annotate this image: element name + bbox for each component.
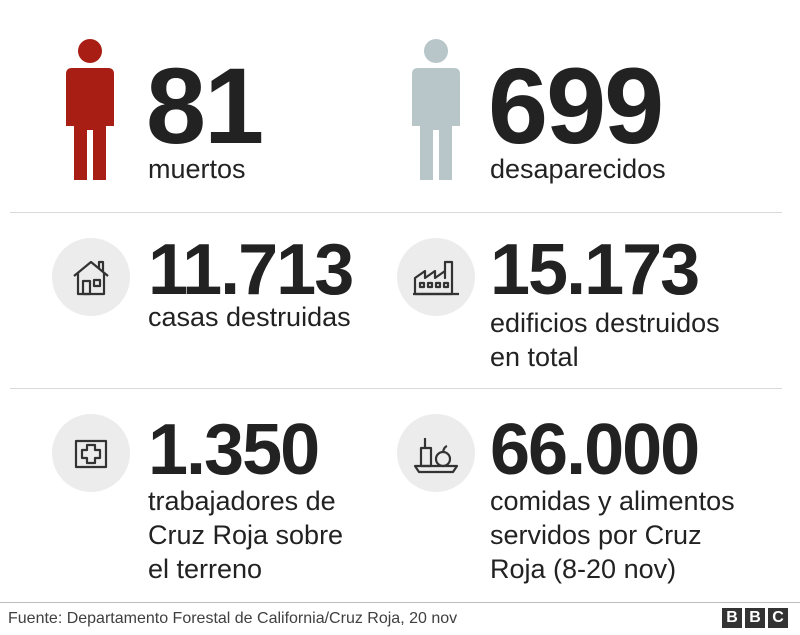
divider [10, 388, 782, 389]
missing-count: 699 [488, 45, 664, 166]
houses-label: casas destruidas [148, 302, 351, 332]
factory-icon [397, 238, 475, 316]
person-red-icon [66, 39, 114, 180]
buildings-count: 15.173 [490, 230, 700, 310]
workers-label: trabajadores de Cruz Roja sobre el terre… [148, 486, 344, 584]
divider [10, 212, 782, 213]
bbc-logo-letter: C [768, 608, 788, 628]
buildings-label: edificios destruidos en total [490, 308, 720, 372]
meals-label: comidas y alimentos servidos por Cruz Ro… [490, 486, 735, 584]
bbc-logo-letter: B [722, 608, 742, 628]
meals-count: 66.000 [490, 410, 700, 490]
source-text: Fuente: Departamento Forestal de Califor… [8, 610, 458, 627]
missing-label: desaparecidos [490, 154, 666, 184]
dead-label: muertos [148, 154, 246, 184]
footer-divider [0, 602, 800, 603]
bbc-logo-letter: B [745, 608, 765, 628]
dead-count: 81 [146, 45, 264, 166]
houses-count: 11.713 [148, 230, 354, 310]
house-icon [52, 238, 130, 316]
first-aid-icon [52, 414, 130, 492]
bbc-logo: B B C [722, 608, 788, 628]
food-tray-icon [397, 414, 475, 492]
workers-count: 1.350 [148, 410, 320, 490]
person-grey-icon [412, 39, 460, 180]
